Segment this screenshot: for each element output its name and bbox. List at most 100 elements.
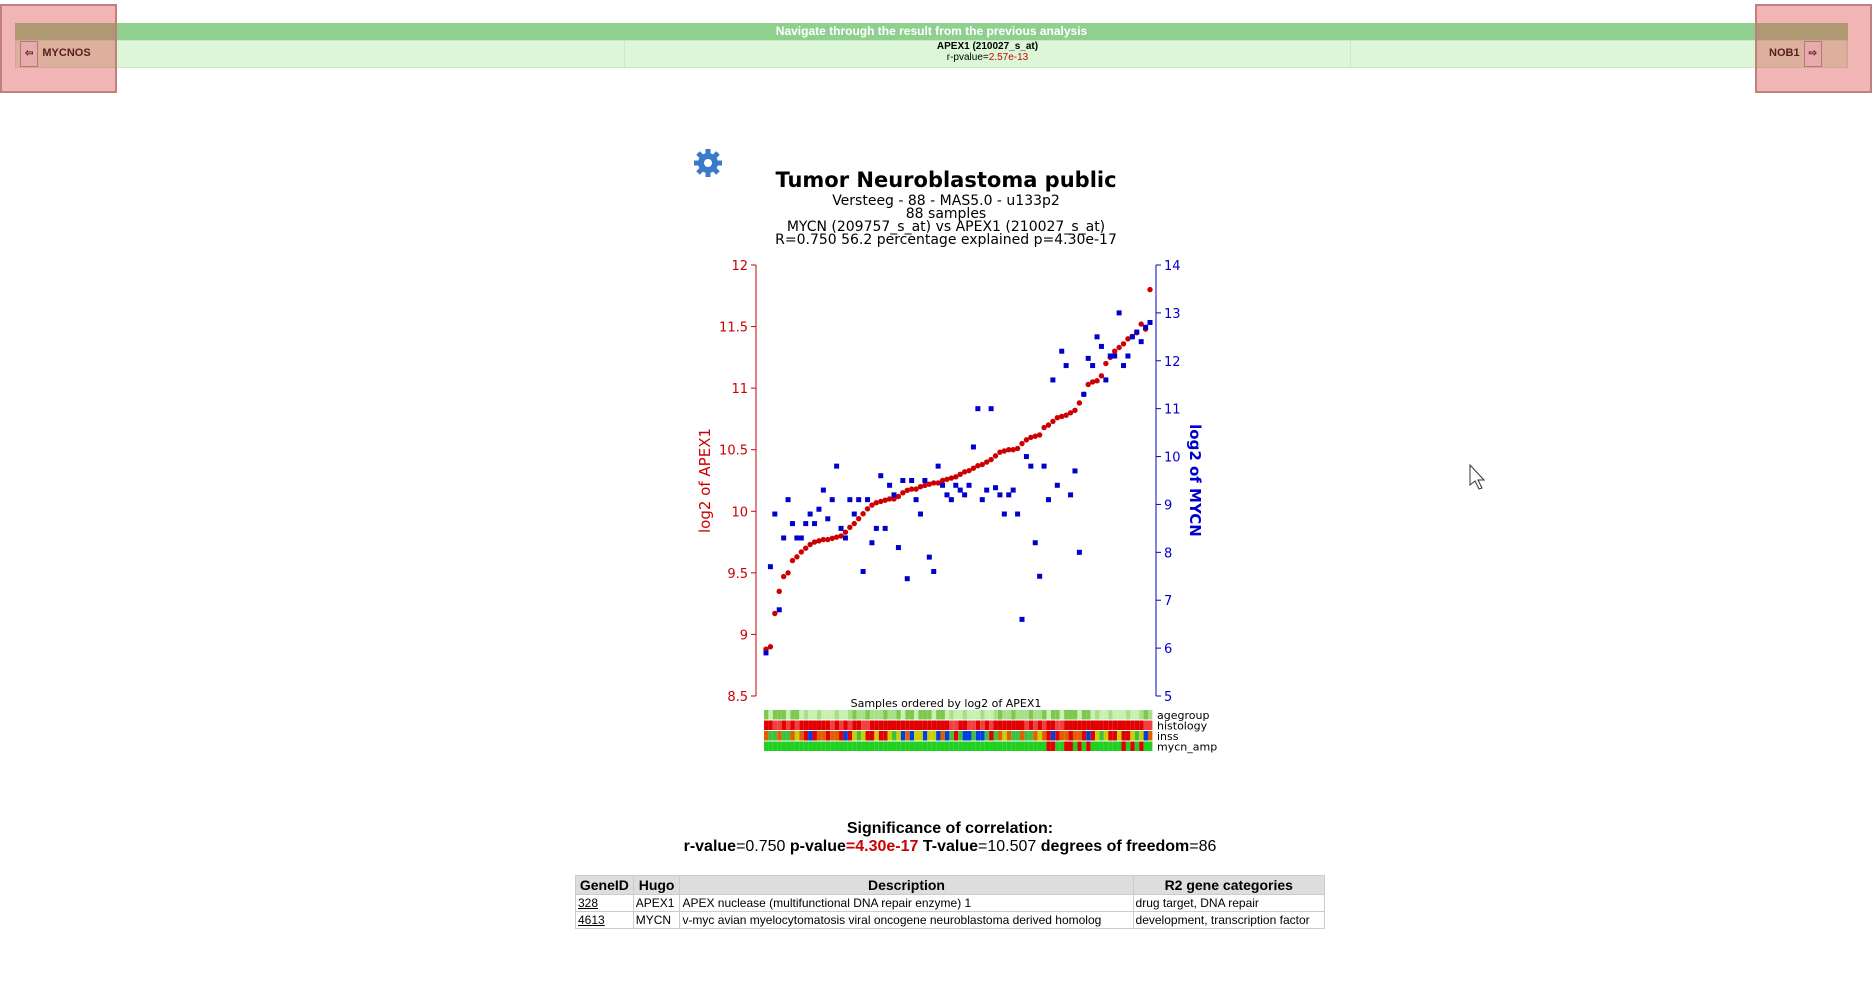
track-cell — [1059, 720, 1065, 730]
track-cell — [989, 741, 994, 751]
point — [988, 406, 994, 412]
point — [856, 497, 862, 503]
next-gene[interactable]: NOB1 — [1769, 47, 1800, 59]
track-cell — [909, 710, 915, 720]
next-button[interactable]: ⇨ — [1803, 41, 1822, 67]
track-cell — [834, 720, 840, 730]
track-cell — [1037, 731, 1043, 741]
track-cell — [1077, 720, 1082, 730]
track-cell — [843, 741, 848, 751]
y-tick-label: 9.5 — [727, 567, 748, 582]
track-cell — [821, 741, 826, 751]
y2-tick-label: 6 — [1164, 642, 1172, 657]
track-cell — [1020, 731, 1025, 741]
track-label: mycn_amp — [1157, 741, 1217, 754]
point — [1028, 434, 1034, 441]
gene-link[interactable]: 4613 — [578, 913, 605, 927]
track-cell — [1095, 731, 1100, 741]
track-cell — [887, 720, 892, 730]
point — [816, 506, 822, 512]
point — [904, 487, 910, 494]
track-cell — [1055, 720, 1060, 730]
y2-tick-label: 14 — [1164, 259, 1181, 274]
point — [1015, 511, 1021, 517]
point — [1085, 355, 1091, 361]
track-cell — [1103, 731, 1109, 741]
point — [1054, 414, 1061, 421]
point — [820, 536, 827, 543]
point — [1125, 336, 1131, 342]
prev-button[interactable]: ⇦ — [20, 41, 39, 67]
point — [798, 549, 805, 555]
track-cell — [975, 710, 981, 720]
track-cell — [1042, 731, 1047, 741]
track-cell — [971, 710, 976, 720]
track-cell — [962, 741, 968, 751]
track-cell — [980, 720, 985, 730]
settings-icon[interactable] — [694, 149, 722, 177]
point — [807, 541, 813, 548]
track-cell — [821, 731, 826, 741]
table-cell: 328 — [575, 894, 634, 912]
track-cell — [892, 720, 897, 730]
track-label: histology — [1157, 720, 1208, 733]
point — [1129, 334, 1135, 340]
track-cell — [909, 720, 915, 730]
track-cell — [1050, 741, 1056, 751]
track-cell — [1033, 710, 1038, 720]
track-cell — [989, 710, 994, 720]
track-cell — [1099, 720, 1104, 730]
point — [1147, 319, 1153, 325]
track-cell — [1117, 741, 1122, 751]
point — [1041, 463, 1047, 469]
point — [1001, 511, 1007, 517]
point — [833, 534, 840, 540]
track-cell — [993, 741, 998, 751]
gene-link[interactable]: 328 — [578, 896, 599, 910]
track-cell — [1121, 710, 1126, 720]
track-cell — [843, 731, 848, 741]
gene-table: GeneID Hugo Description R2 gene categories 3… — [575, 875, 1326, 929]
sig-value: =4.30e-17 — [845, 838, 919, 855]
track-cell — [1121, 720, 1126, 730]
point — [864, 506, 871, 512]
nav-body: ⇦ MYCNOS APEX1 (210027_s_at) r-pvalue=2.57… — [15, 40, 1848, 68]
track-cell — [1024, 720, 1029, 730]
y-tick-label: 12 — [731, 259, 748, 274]
track-cell — [825, 710, 831, 720]
point — [966, 482, 972, 488]
track-cell — [1117, 720, 1122, 730]
track-cell — [896, 731, 901, 741]
track-cell — [812, 710, 817, 720]
point — [816, 538, 822, 544]
point — [878, 498, 884, 505]
point — [1006, 447, 1012, 453]
track-cell — [1015, 731, 1020, 741]
point — [829, 535, 835, 542]
point — [1067, 410, 1074, 416]
track-cell — [980, 710, 985, 720]
track-cell — [781, 731, 787, 741]
point — [917, 511, 923, 517]
point — [785, 570, 791, 576]
track-cell — [949, 710, 954, 720]
track-cell — [781, 710, 787, 720]
point — [895, 493, 902, 500]
track-cell — [944, 741, 950, 751]
prev-gene[interactable]: MYCNOS — [42, 47, 91, 59]
track-cell — [768, 731, 773, 741]
track-cell — [1143, 731, 1148, 741]
track-cell — [1081, 741, 1087, 751]
point — [834, 463, 840, 469]
track-cell — [1072, 741, 1078, 751]
point — [829, 497, 835, 503]
track-cell — [1125, 741, 1131, 751]
track-cell — [1050, 720, 1056, 730]
track-cell — [768, 720, 773, 730]
track-cell — [931, 731, 937, 741]
track-cell — [1139, 731, 1144, 741]
track-cell — [1081, 720, 1087, 730]
point — [891, 496, 897, 502]
track-cell — [944, 710, 950, 720]
point — [1081, 391, 1087, 397]
